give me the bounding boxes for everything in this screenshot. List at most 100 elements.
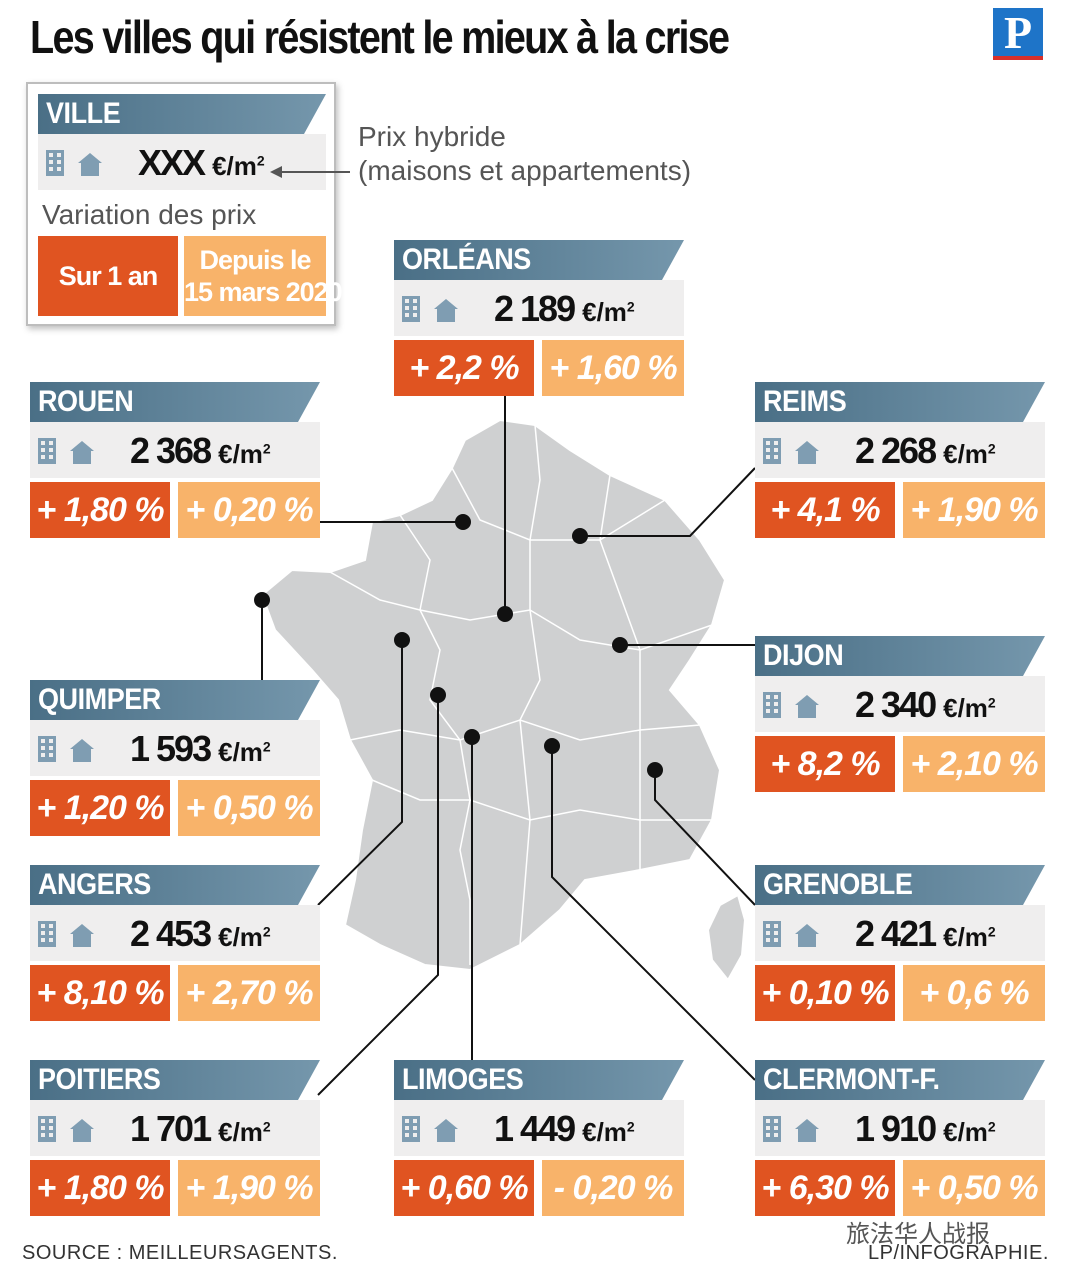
price-box: 1 910 €/m2 (755, 1100, 1045, 1156)
legend-year-swatch: Sur 1 an (38, 236, 178, 316)
france-mainland-shape (260, 418, 727, 972)
price-value: 1 701 €/m2 (130, 1108, 271, 1149)
dot-quimper (254, 592, 270, 608)
city-name-banner: LIMOGES (394, 1060, 684, 1100)
price-box: 2 453 €/m2 (30, 905, 320, 961)
price-box: 2 368 €/m2 (30, 422, 320, 478)
city-name-banner: DIJON (755, 636, 1045, 676)
price-box: 2 421 €/m2 (755, 905, 1045, 961)
city-card: REIMS 2 268 €/m2 + 4,1 % + 1,90 % (755, 382, 1045, 538)
building-icon (763, 1116, 781, 1142)
house-icon (70, 441, 94, 464)
city-card: LIMOGES 1 449 €/m2 + 0,60 % - 0,20 % (394, 1060, 684, 1216)
variation-year: + 1,80 % (30, 1160, 170, 1216)
dot-clermont (544, 738, 560, 754)
price-value: 2 268 €/m2 (855, 430, 996, 471)
city-name-banner: ANGERS (30, 865, 320, 905)
house-icon (70, 924, 94, 947)
dot-dijon (612, 637, 628, 653)
price-box: 2 189 €/m2 (394, 280, 684, 336)
house-icon (795, 441, 819, 464)
building-icon (38, 438, 56, 464)
city-name-banner: POITIERS (30, 1060, 320, 1100)
price-box: 2 340 €/m2 (755, 676, 1045, 732)
legend-since-swatch: Depuis le 15 mars 2020 (184, 236, 343, 316)
price-box: 1 593 €/m2 (30, 720, 320, 776)
building-icon (38, 736, 56, 762)
city-card: ROUEN 2 368 €/m2 + 1,80 % + 0,20 % (30, 382, 320, 538)
variation-year: + 4,1 % (755, 482, 895, 538)
variation-year: + 1,80 % (30, 482, 170, 538)
variation-year: + 8,2 % (755, 736, 895, 792)
city-name-banner: CLERMONT-F. (755, 1060, 1045, 1100)
price-value: 1 449 €/m2 (494, 1108, 635, 1149)
dot-rouen (455, 514, 471, 530)
building-icon (402, 1116, 420, 1142)
variation-since: + 0,50 % (178, 780, 320, 836)
building-icon (763, 921, 781, 947)
variation-since: - 0,20 % (542, 1160, 684, 1216)
legend-box: VILLE XXX €/m2 Variation des prix Sur 1 … (26, 82, 343, 326)
price-value: 1 593 €/m2 (130, 728, 271, 769)
variation-year: + 0,10 % (755, 965, 895, 1021)
building-icon (46, 150, 64, 176)
building-icon (38, 1116, 56, 1142)
legend-note-line2: (maisons et appartements) (358, 155, 692, 186)
arrow-icon (270, 166, 350, 178)
dot-orleans (497, 606, 513, 622)
city-name-banner: REIMS (755, 382, 1045, 422)
dot-angers (394, 632, 410, 648)
variation-year: + 8,10 % (30, 965, 170, 1021)
dot-limoges (464, 729, 480, 745)
le-parisien-logo: P (993, 8, 1043, 60)
variation-since: + 1,60 % (542, 340, 684, 396)
building-icon (763, 438, 781, 464)
watermark-text: 旅法华人战报 (846, 1221, 990, 1248)
variation-since: + 1,90 % (903, 482, 1045, 538)
house-icon (434, 1119, 458, 1142)
leader-lines (261, 395, 756, 1096)
variation-year: + 2,2 % (394, 340, 534, 396)
corsica-shape (706, 893, 747, 982)
dot-grenoble (647, 762, 663, 778)
price-value: 2 368 €/m2 (130, 430, 271, 471)
legend-price: XXX €/m2 (138, 142, 265, 183)
legend-price-box: XXX €/m2 (38, 134, 326, 190)
house-icon (795, 1119, 819, 1142)
building-icon (763, 692, 781, 718)
city-name-banner: ORLÉANS (394, 240, 684, 280)
house-icon (434, 299, 458, 322)
variation-since: + 2,70 % (178, 965, 320, 1021)
price-value: 2 340 €/m2 (855, 684, 996, 725)
variation-since: + 0,50 % (903, 1160, 1045, 1216)
city-name-banner: GRENOBLE (755, 865, 1045, 905)
price-box: 1 701 €/m2 (30, 1100, 320, 1156)
city-card: POITIERS 1 701 €/m2 + 1,80 % + 1,90 % (30, 1060, 320, 1216)
variation-year: + 6,30 % (755, 1160, 895, 1216)
dot-reims (572, 528, 588, 544)
city-card: CLERMONT-F. 1 910 €/m2 + 6,30 % + 0,50 % (755, 1060, 1045, 1216)
variation-since: + 1,90 % (178, 1160, 320, 1216)
page-title: Les villes qui résistent le mieux à la c… (30, 11, 730, 63)
city-name-banner: ROUEN (30, 382, 320, 422)
price-value: 2 189 €/m2 (494, 288, 635, 329)
house-icon (795, 924, 819, 947)
city-card: QUIMPER 1 593 €/m2 + 1,20 % + 0,50 % (30, 680, 320, 836)
city-dots (254, 514, 663, 778)
price-value: 2 421 €/m2 (855, 913, 996, 954)
legend-city-banner: VILLE (38, 94, 326, 134)
city-card: DIJON 2 340 €/m2 + 8,2 % + 2,10 % (755, 636, 1045, 792)
variation-since: + 0,20 % (178, 482, 320, 538)
house-icon (70, 739, 94, 762)
variation-year: + 1,20 % (30, 780, 170, 836)
legend-variation-label: Variation des prix (42, 199, 257, 230)
house-icon (78, 153, 102, 176)
price-value: 1 910 €/m2 (855, 1108, 996, 1149)
price-value: 2 453 €/m2 (130, 913, 271, 954)
legend-note-line1: Prix hybride (358, 121, 506, 152)
variation-year: + 0,60 % (394, 1160, 534, 1216)
city-name-banner: QUIMPER (30, 680, 320, 720)
building-icon (402, 296, 420, 322)
city-card: GRENOBLE 2 421 €/m2 + 0,10 % + 0,6 % (755, 865, 1045, 1021)
